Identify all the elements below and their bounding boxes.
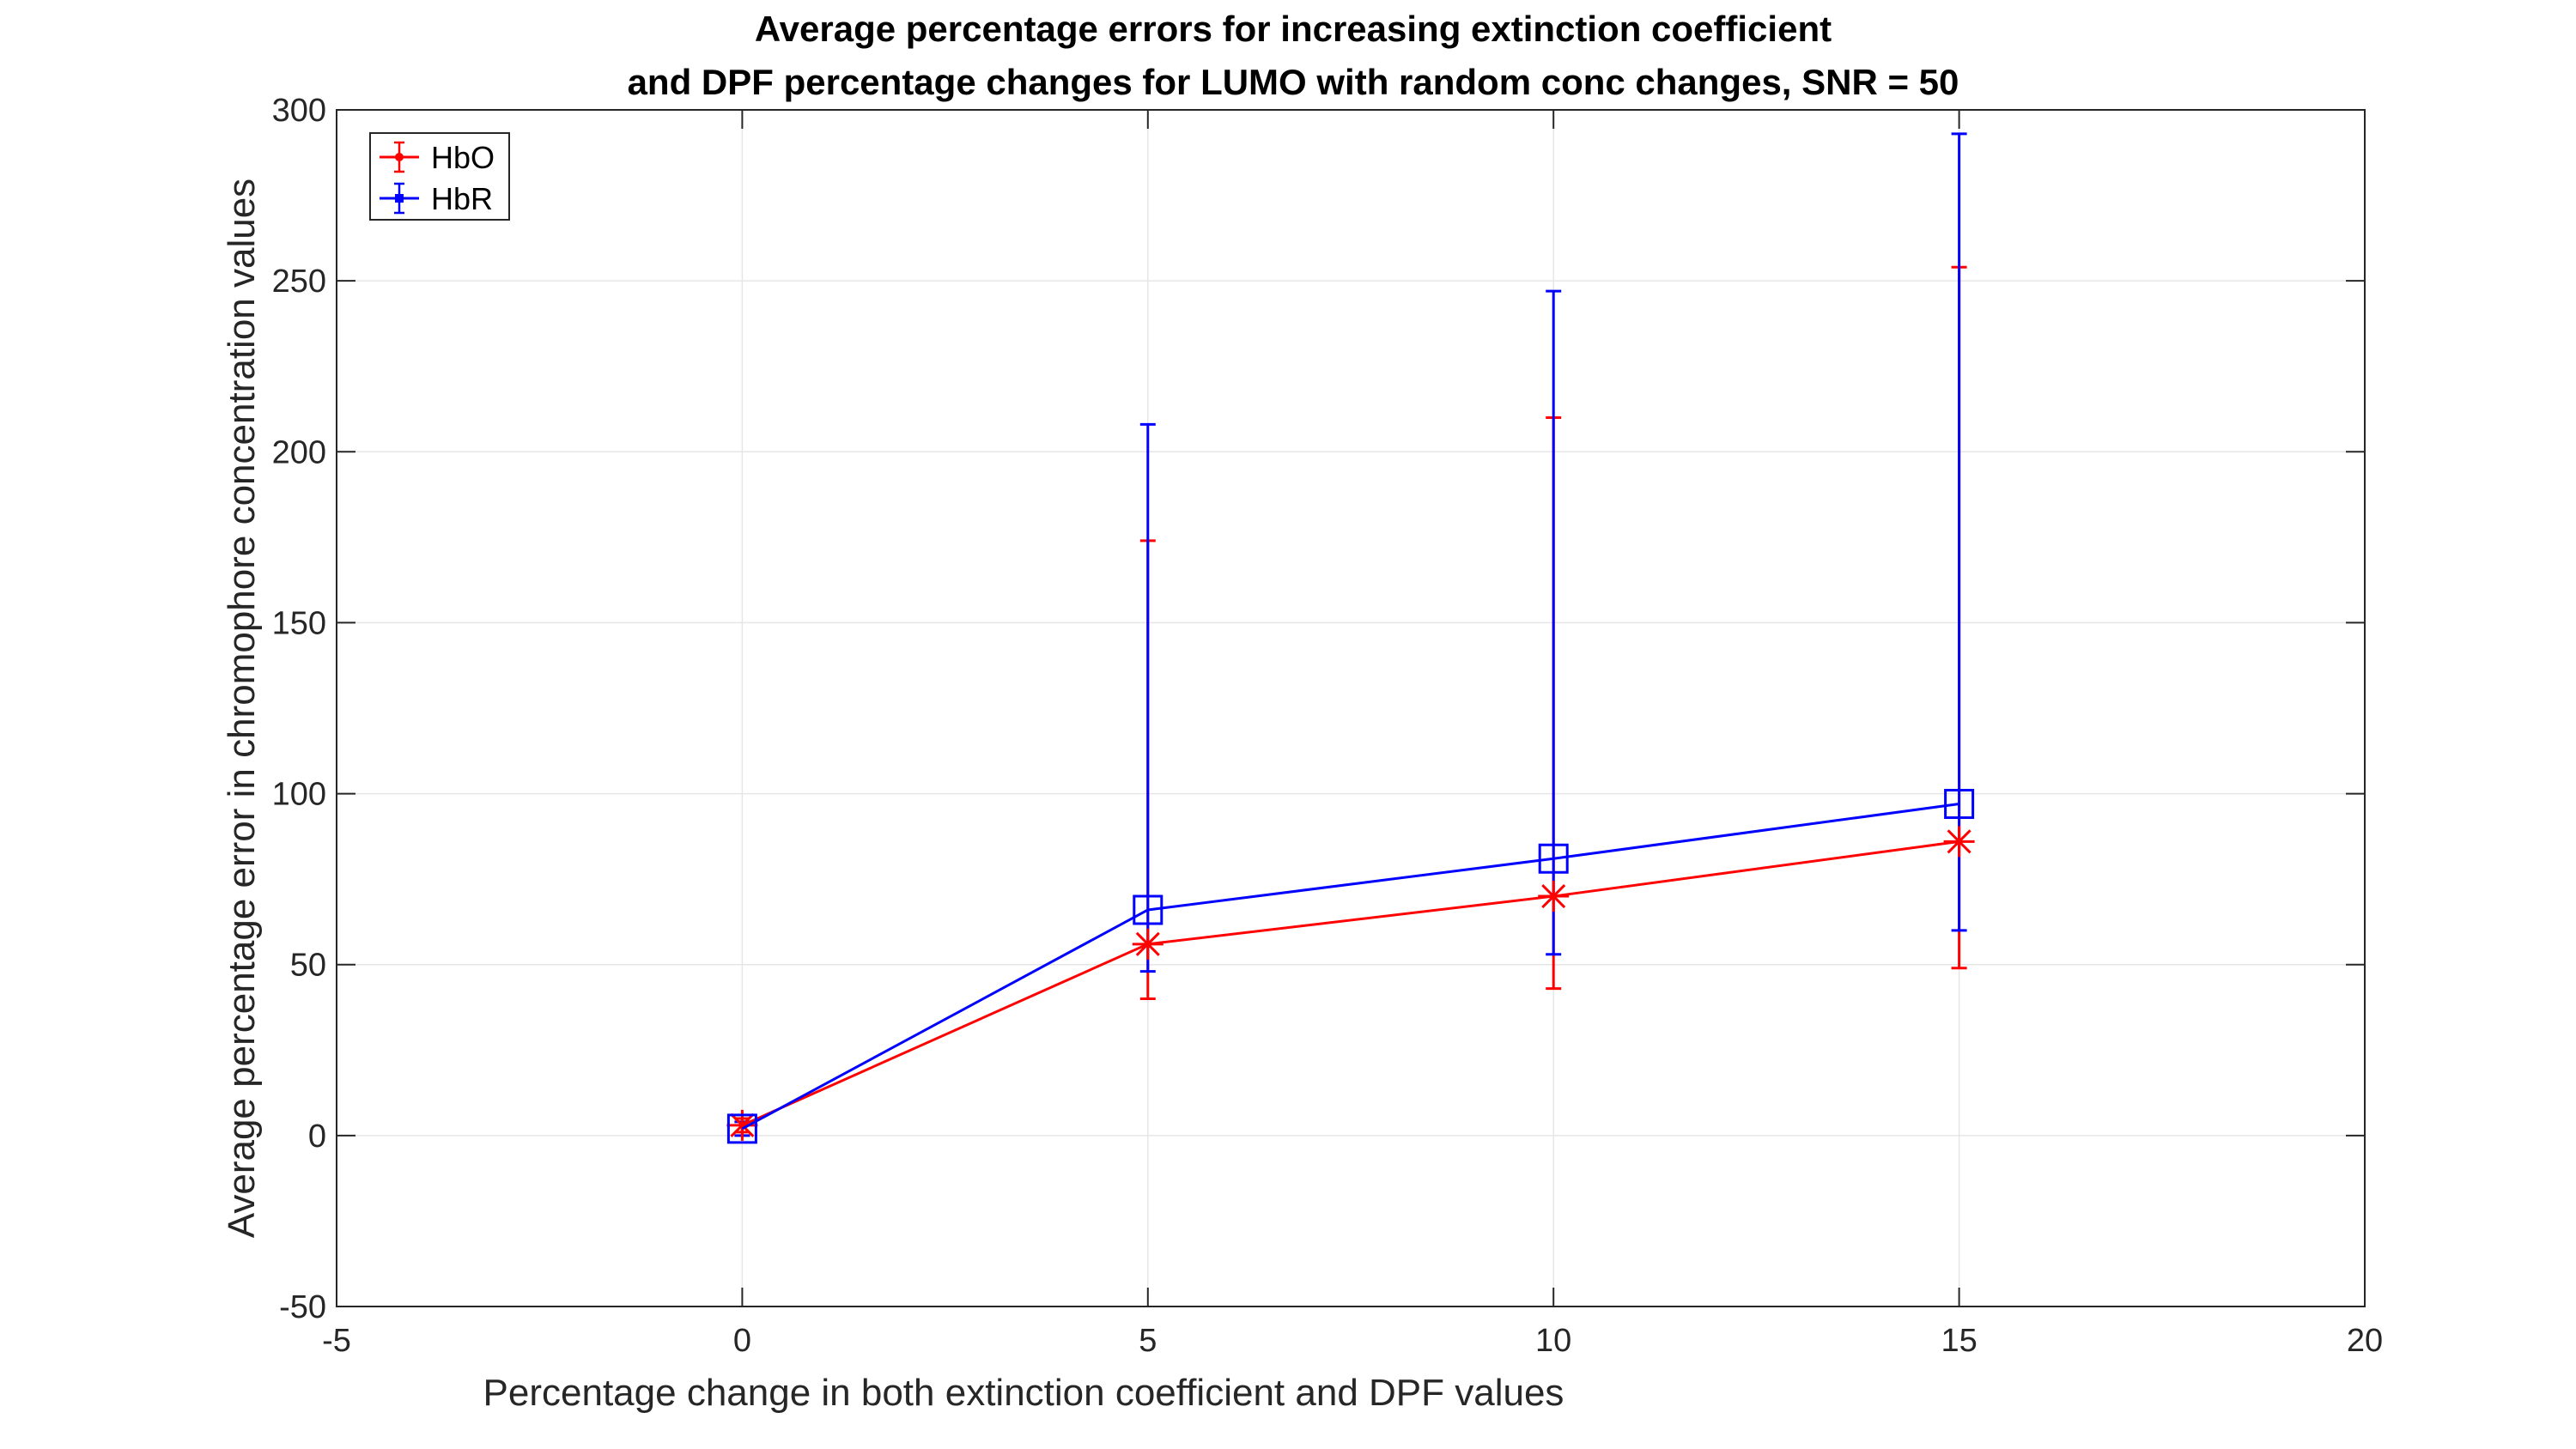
marker-stroke bbox=[730, 1113, 755, 1137]
data-point bbox=[1944, 789, 1975, 820]
legend-box bbox=[369, 132, 510, 221]
marker-stroke bbox=[1947, 829, 1971, 854]
y-axis-label: Average percentage error in chromophore … bbox=[221, 179, 263, 1238]
series-line-HbO bbox=[726, 826, 1975, 1141]
data-point bbox=[1538, 881, 1570, 912]
y-tick-label: 50 bbox=[290, 948, 326, 984]
data-point bbox=[726, 1113, 757, 1144]
y-tick-label: 200 bbox=[272, 434, 326, 470]
axis-ticks bbox=[336, 109, 2366, 1307]
legend: HbO HbR bbox=[369, 132, 510, 221]
x-axis-label: Percentage change in both extinction coe… bbox=[483, 1372, 1564, 1414]
x-tick-label: 10 bbox=[1535, 1323, 1571, 1359]
x-tick-label: 5 bbox=[1139, 1323, 1157, 1359]
plot-area bbox=[337, 110, 2365, 1307]
marker-stroke bbox=[1541, 884, 1566, 909]
chart-title-line-1: Average percentage errors for increasing… bbox=[755, 9, 1832, 49]
data-point bbox=[1132, 928, 1163, 960]
series-line bbox=[741, 803, 1959, 1131]
x-tick-label: 15 bbox=[1941, 1323, 1977, 1359]
y-tick-label: 100 bbox=[272, 777, 326, 813]
y-tick-label: -50 bbox=[279, 1289, 326, 1325]
y-tick-label: 150 bbox=[272, 605, 326, 641]
legend-label-hbo: HbO bbox=[431, 140, 495, 175]
chart-title-line-2: and DPF percentage changes for LUMO with… bbox=[628, 62, 1959, 102]
data-point bbox=[1133, 894, 1163, 925]
series-line-HbR bbox=[726, 789, 1975, 1144]
legend-marker bbox=[395, 194, 404, 203]
marker-stroke bbox=[1135, 931, 1160, 956]
y-tick-label: 300 bbox=[272, 93, 326, 129]
y-tick-label: 0 bbox=[308, 1119, 326, 1155]
data-point bbox=[1538, 843, 1569, 874]
x-tick-label: 20 bbox=[2347, 1323, 2383, 1359]
y-tick-label: 250 bbox=[272, 264, 326, 300]
plot-series bbox=[726, 132, 1975, 1144]
x-tick-label: -5 bbox=[322, 1323, 351, 1359]
axes-box bbox=[336, 109, 2366, 1307]
legend-label-hbr: HbR bbox=[431, 181, 493, 216]
legend-marker bbox=[395, 153, 404, 161]
series-line bbox=[741, 840, 1959, 1127]
x-tick-label: 0 bbox=[733, 1323, 751, 1359]
data-point bbox=[1943, 826, 1975, 858]
